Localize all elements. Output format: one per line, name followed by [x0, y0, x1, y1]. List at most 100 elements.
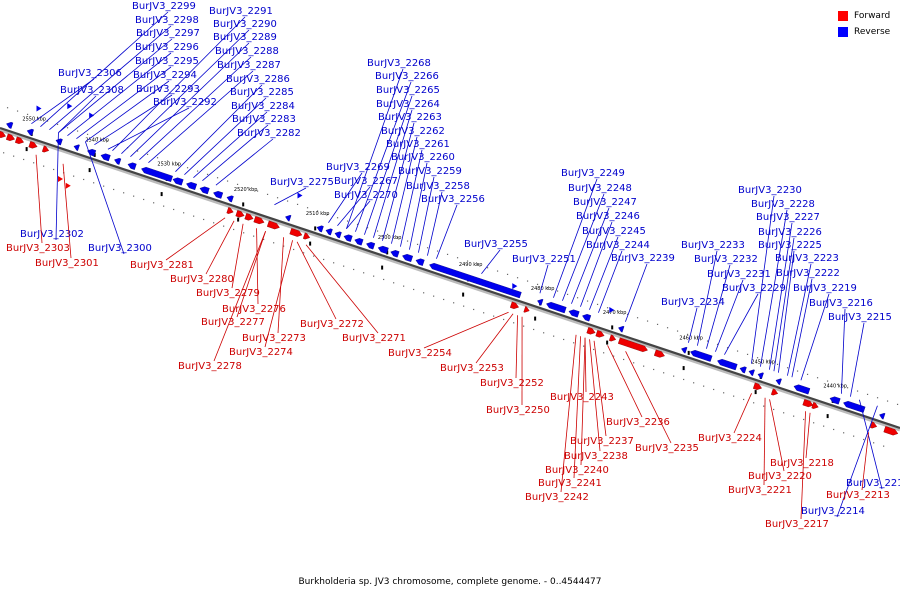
gene-label: BurJV3_2231 — [707, 269, 771, 280]
gene-label: BurJV3_2256 — [421, 194, 485, 205]
guide-dot — [273, 242, 275, 244]
guide-dot — [663, 372, 665, 374]
gene-label: BurJV3_2306 — [58, 68, 122, 79]
gene-label: BurJV3_2226 — [758, 227, 822, 238]
gene-label: BurJV3_2215 — [828, 312, 892, 323]
guide-dot — [76, 130, 79, 132]
guide-dot — [596, 303, 599, 305]
gene-leader-line — [231, 223, 244, 289]
gene-leader-line — [791, 278, 813, 378]
kbp-tick-label: 2470 kbp — [603, 310, 627, 316]
forward-gene-arrow — [869, 421, 878, 429]
gene-label: BurJV3_2245 — [582, 226, 646, 237]
guide-dot — [593, 348, 595, 351]
gene-label: BurJV3_2234 — [661, 297, 725, 308]
guide-dot — [806, 373, 809, 375]
guide-dot — [853, 435, 855, 437]
reverse-gene-arrow — [748, 369, 755, 376]
gene-leader-line — [35, 154, 43, 244]
guide-dot — [846, 387, 849, 389]
kbp-tick-label: 2460 kbp — [679, 336, 703, 342]
forward-gene-arrow — [653, 349, 665, 358]
guide-dot — [653, 368, 655, 371]
guide-dot — [766, 360, 769, 362]
reverse-gene-arrow — [334, 231, 342, 239]
guide-dot — [776, 363, 779, 365]
gene-leader-line — [112, 16, 246, 152]
kbp-tick — [826, 414, 829, 419]
gene-leader-line — [184, 97, 267, 176]
guide-dot — [486, 267, 489, 269]
guide-dot — [626, 313, 629, 315]
guide-dot — [376, 230, 379, 232]
gene-leader-line — [205, 220, 235, 275]
gene-leader-line — [423, 311, 509, 349]
forward-gene-arrow — [41, 145, 50, 153]
guide-dot — [456, 257, 459, 259]
gene-label: BurJV3_2288 — [215, 46, 279, 57]
forward-gene-arrow — [608, 334, 617, 342]
gene-leader-line — [584, 337, 587, 393]
reverse-gene-arrow — [377, 245, 389, 254]
guide-dot — [113, 188, 115, 191]
forward-gene-arrow — [28, 141, 38, 149]
gene-label: BurJV3_2280 — [170, 274, 234, 285]
gene-leader-line — [274, 187, 307, 206]
reverse-gene-arrow — [415, 258, 425, 266]
reverse-gene-arrow — [141, 166, 173, 183]
gene-label: BurJV3_2244 — [586, 240, 650, 251]
guide-dot — [353, 268, 355, 271]
kbp-tick — [687, 350, 690, 355]
gene-label: BurJV3_2277 — [201, 317, 265, 328]
guide-dot — [616, 310, 619, 312]
guide-dot — [686, 333, 689, 335]
gene-leader-line — [733, 393, 752, 434]
guide-dot — [223, 225, 225, 227]
legend-forward: Forward — [838, 8, 890, 24]
guide-dot — [756, 357, 759, 359]
gene-label: BurJV3_2302 — [20, 229, 84, 240]
reverse-gene-arrow — [226, 195, 234, 203]
gene-label: BurJV3_2266 — [375, 71, 439, 82]
reverse-gene-arrow — [297, 192, 303, 199]
reverse-gene-arrow — [757, 372, 764, 379]
guide-dot — [803, 418, 805, 421]
gene-label: BurJV3_2233 — [681, 240, 745, 251]
kbp-tick — [88, 168, 91, 173]
guide-dot — [203, 218, 205, 221]
gene-leader-line — [573, 336, 581, 479]
gene-label: BurJV3_2297 — [136, 28, 200, 39]
kbp-tick-label: 2500 kbp — [378, 235, 402, 241]
guide-dot — [153, 202, 155, 204]
gene-label: BurJV3_2294 — [133, 70, 197, 81]
gene-label: BurJV3_2273 — [242, 333, 306, 344]
gene-label: BurJV3_2240 — [545, 465, 609, 476]
guide-dot — [143, 198, 145, 201]
reverse-gene-arrow — [775, 378, 782, 385]
guide-dot — [786, 367, 789, 369]
reverse-gene-arrow — [172, 177, 184, 186]
kbp-tick-label: 2450 kbp — [751, 360, 775, 366]
guide-dot — [743, 398, 745, 401]
guide-dot — [466, 260, 469, 262]
guide-dot — [443, 298, 445, 301]
gene-label: BurJV3_2258 — [406, 181, 470, 192]
guide-dot — [256, 190, 259, 192]
gene-leader-line — [236, 231, 266, 318]
reverse-gene-arrow — [6, 121, 14, 129]
gene-label: BurJV3_2295 — [135, 56, 199, 67]
reverse-gene-arrow — [316, 225, 324, 233]
backbone-line — [0, 126, 900, 430]
gene-leader-line — [481, 249, 501, 274]
guide-dot — [23, 158, 25, 161]
gene-label: BurJV3_2222 — [776, 268, 840, 279]
guide-dot — [196, 170, 199, 172]
gene-label: BurJV3_2212 — [846, 478, 900, 489]
guide-dot — [483, 312, 485, 314]
guide-dot — [896, 403, 899, 405]
gene-label: BurJV3_2224 — [698, 433, 762, 444]
guide-dot — [166, 160, 169, 162]
gene-leader-line — [130, 42, 250, 158]
gene-label: BurJV3_2267 — [334, 176, 398, 187]
gene-label: BurJV3_2253 — [440, 363, 504, 374]
